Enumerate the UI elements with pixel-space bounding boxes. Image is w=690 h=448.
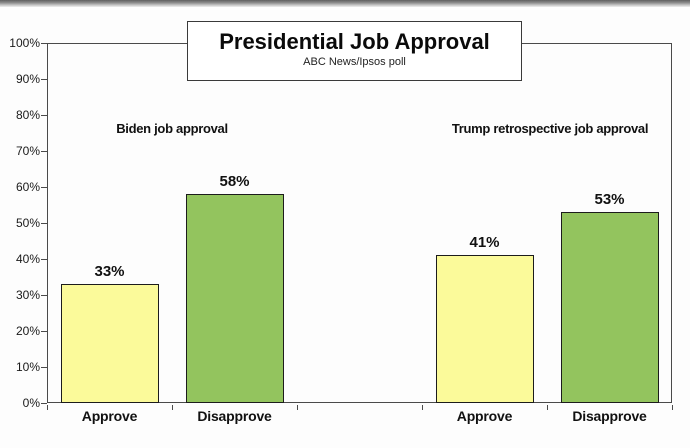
y-axis-tick-label: 40%: [15, 252, 40, 266]
y-axis-tick-label: 60%: [15, 180, 40, 194]
y-axis-tick-mark: [41, 79, 47, 80]
y-axis-tick-mark: [41, 367, 47, 368]
y-axis-tick-mark: [41, 151, 47, 152]
bar-value-label-approve-trump: 41%: [469, 234, 500, 252]
y-axis-tick-label: 50%: [15, 216, 40, 230]
group-label-biden: Biden job approval: [116, 121, 228, 136]
y-axis-tick-label: 100%: [9, 36, 40, 50]
chart-title-box: Presidential Job Approval ABC News/Ipsos…: [187, 21, 522, 81]
x-axis-category-label-approve-biden: Approve: [81, 408, 138, 424]
y-axis-tick-label: 20%: [15, 324, 40, 338]
x-axis-tick-mark: [297, 404, 298, 410]
bar-disapprove-biden: [185, 194, 284, 403]
y-axis-tick-label: 80%: [15, 108, 40, 122]
y-axis-tick-mark: [41, 43, 47, 44]
group-label-trump: Trump retrospective job approval: [451, 121, 649, 136]
y-axis-tick-label: 30%: [15, 288, 40, 302]
y-axis-tick-mark: [41, 295, 47, 296]
bar-approve-trump: [435, 255, 534, 403]
x-axis-tick-mark: [547, 404, 548, 410]
bar-disapprove-trump: [560, 212, 659, 403]
y-axis-tick-mark: [41, 115, 47, 116]
x-axis-category-label-approve-trump: Approve: [456, 408, 513, 424]
x-axis-tick-mark: [172, 404, 173, 410]
y-axis-tick-label: 0%: [22, 396, 40, 410]
x-axis-category-label-disapprove-trump: Disapprove: [572, 408, 647, 424]
chart-title: Presidential Job Approval: [219, 29, 490, 54]
y-axis-tick-label: 10%: [15, 360, 40, 374]
chart-subtitle: ABC News/Ipsos poll: [303, 56, 406, 68]
bar-approve-biden: [60, 284, 159, 403]
y-axis-tick-mark: [41, 259, 47, 260]
x-axis-category-label-disapprove-biden: Disapprove: [197, 408, 272, 424]
y-axis-tick-label: 90%: [15, 72, 40, 86]
y-axis-tick-mark: [41, 331, 47, 332]
y-axis-tick-mark: [41, 403, 47, 404]
bar-value-label-approve-biden: 33%: [94, 263, 125, 281]
bar-value-label-disapprove-trump: 53%: [594, 191, 625, 209]
y-axis-tick-label: 70%: [15, 144, 40, 158]
x-axis-tick-mark: [47, 404, 48, 410]
x-axis-tick-mark: [672, 404, 673, 410]
window-top-edge: [0, 0, 690, 7]
y-axis-tick-mark: [41, 223, 47, 224]
bar-value-label-disapprove-biden: 58%: [219, 173, 250, 191]
y-axis-tick-mark: [41, 187, 47, 188]
x-axis-tick-mark: [422, 404, 423, 410]
